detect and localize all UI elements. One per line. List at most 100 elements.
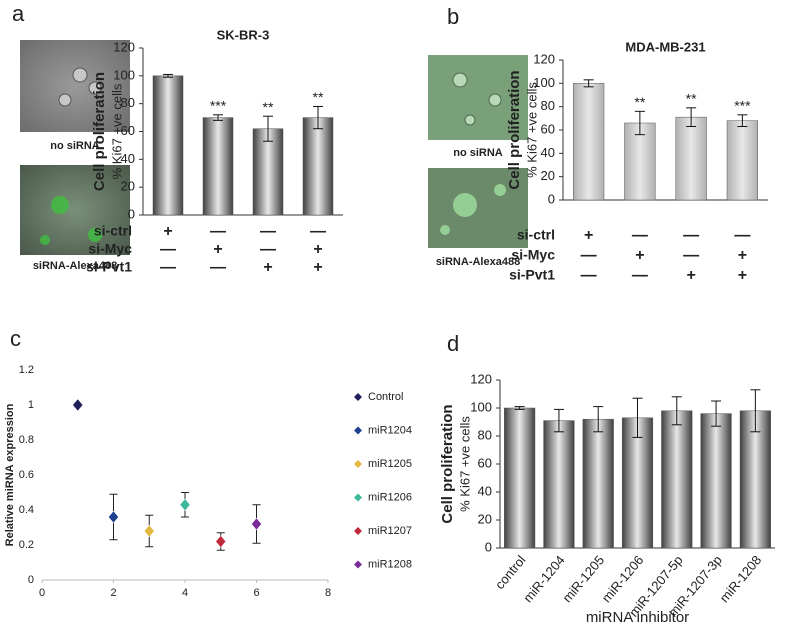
y-axis-subtitle: % Ki67 +ve cells — [109, 83, 124, 179]
treatment-mark: + — [163, 223, 172, 240]
legend-marker — [354, 493, 362, 502]
treatment-name: si-ctrl — [517, 227, 555, 243]
treatment-mark: — — [581, 247, 597, 264]
point — [108, 510, 119, 524]
y-tick-label: 100 — [533, 75, 555, 90]
legend-marker — [354, 527, 362, 535]
bar — [739, 410, 771, 549]
treatment-mark: — — [683, 227, 699, 244]
y-tick-label: 60 — [541, 121, 555, 136]
x-tick-label: 4 — [182, 587, 188, 599]
y-tick-label: 0 — [28, 574, 34, 586]
significance-label: *** — [210, 98, 227, 114]
treatment-name: si-Pvt1 — [86, 259, 132, 275]
y-axis-title: Cell proliferation — [91, 72, 108, 191]
error-bar — [750, 389, 761, 433]
error-bar — [634, 110, 645, 136]
y-tick-label: 0.2 — [19, 539, 34, 551]
treatment-mark: — — [683, 247, 699, 264]
bar — [582, 418, 614, 549]
y-axis-title: Cell proliferation — [506, 70, 523, 189]
y-tick-label: 80 — [478, 427, 492, 442]
error-bar — [514, 406, 525, 410]
bar — [252, 128, 284, 216]
y-tick-label: 60 — [478, 455, 492, 470]
bar — [573, 83, 605, 201]
point — [143, 524, 155, 538]
treatment-name: si-Myc — [88, 241, 132, 257]
treatment-mark: — — [210, 259, 226, 276]
significance-label: *** — [734, 98, 751, 114]
legend-label: miR1205 — [368, 458, 412, 470]
y-tick-label: 0 — [548, 191, 555, 206]
y-tick-label: 1 — [28, 399, 34, 411]
y-tick-label: 0 — [128, 206, 135, 221]
y-tick-label: 0.8 — [19, 434, 34, 446]
y-tick-label: 20 — [478, 511, 492, 526]
treatment-mark: — — [260, 241, 276, 258]
error-bar — [263, 115, 273, 142]
y-tick-label: 0.6 — [19, 469, 34, 481]
x-axis-title: miRNA inhibitor — [586, 609, 689, 626]
bar — [202, 117, 234, 216]
legend-label: miR1206 — [368, 491, 412, 503]
y-tick-label: 0.4 — [19, 504, 34, 516]
x-tick-label: miR-1208 — [717, 552, 765, 605]
y-tick-label: 100 — [113, 67, 135, 82]
panel-label: d — [447, 331, 459, 356]
image-caption: no siRNA — [50, 140, 100, 152]
bar — [675, 116, 707, 201]
legend-marker — [354, 426, 362, 435]
treatment-mark: — — [581, 267, 597, 284]
y-tick-label: 100 — [470, 399, 492, 414]
point — [215, 535, 227, 548]
error-bar — [553, 408, 564, 433]
treatment-mark: — — [310, 223, 326, 240]
y-tick-label: 20 — [121, 179, 135, 194]
y-tick-label: 120 — [470, 371, 492, 386]
bar — [621, 417, 654, 549]
error-bar — [583, 79, 594, 88]
y-axis-title: Cell proliferation — [439, 404, 456, 523]
point — [72, 398, 84, 412]
microscopy-images — [20, 40, 528, 255]
treatment-mark: + — [584, 227, 593, 244]
treatment-mark: — — [160, 259, 176, 276]
error-bar — [313, 105, 323, 130]
treatment-mark: + — [635, 247, 644, 264]
error-bar — [737, 114, 748, 127]
error-bar — [632, 397, 643, 438]
treatment-mark: + — [213, 241, 222, 258]
bar — [624, 122, 656, 201]
x-tick-label: control — [492, 552, 529, 592]
significance-label: ** — [634, 94, 645, 110]
significance-label: ** — [686, 91, 697, 107]
treatment-mark: + — [313, 241, 322, 258]
image-alexa-a — [20, 165, 130, 255]
bar — [302, 117, 334, 216]
treatment-mark: + — [686, 267, 695, 284]
treatment-mark: + — [738, 267, 747, 284]
y-tick-label: 20 — [541, 168, 555, 183]
significance-label: ** — [263, 99, 274, 115]
chart-title: SK-BR-3 — [217, 27, 270, 42]
legend-label: miR1207 — [368, 525, 412, 537]
treatment-mark: — — [160, 241, 176, 258]
y-tick-label: 80 — [121, 95, 135, 110]
point — [179, 498, 191, 512]
panel-label: c — [10, 326, 21, 351]
bar — [726, 120, 758, 201]
legend-label: Control — [368, 391, 403, 403]
error-bar — [213, 114, 223, 121]
error-bar — [711, 400, 722, 427]
panel-label: b — [447, 4, 459, 29]
chart-title: MDA-MB-231 — [625, 39, 705, 54]
treatment-mark: + — [738, 247, 747, 264]
error-bar — [671, 396, 682, 426]
y-tick-label: 60 — [121, 123, 135, 138]
y-tick-label: 80 — [541, 98, 555, 113]
error-bar — [593, 406, 604, 433]
treatment-mark: — — [632, 227, 648, 244]
y-axis-subtitle: % Ki67 +ve cells — [457, 416, 472, 512]
